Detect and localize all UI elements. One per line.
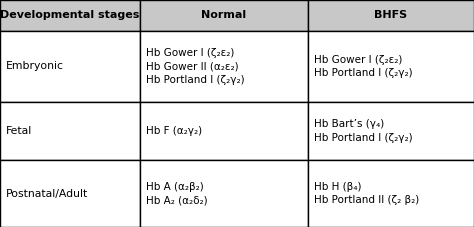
Text: Embryonic: Embryonic (6, 61, 64, 72)
Bar (0, 31, 140, 102)
Text: Postnatal/Adult: Postnatal/Adult (6, 188, 88, 199)
Bar (140, 0, 308, 31)
Text: BHFS: BHFS (374, 10, 408, 20)
Bar (0, 160, 140, 227)
Text: Normal: Normal (201, 10, 246, 20)
Text: Fetal: Fetal (6, 126, 32, 136)
Text: Hb F (α₂γ₂): Hb F (α₂γ₂) (146, 126, 201, 136)
Text: Developmental stages: Developmental stages (0, 10, 140, 20)
Bar (0, 0, 140, 31)
Text: Hb A (α₂β₂)
Hb A₂ (α₂δ₂): Hb A (α₂β₂) Hb A₂ (α₂δ₂) (146, 182, 207, 205)
Bar (308, 102, 474, 160)
Text: Hb Gower I (ζ₂ε₂)
Hb Gower II (α₂ε₂)
Hb Portland I (ζ₂γ₂): Hb Gower I (ζ₂ε₂) Hb Gower II (α₂ε₂) Hb … (146, 48, 244, 85)
Bar (140, 160, 308, 227)
Text: Hb H (β₄)
Hb Portland II (ζ₂ β₂): Hb H (β₄) Hb Portland II (ζ₂ β₂) (314, 182, 419, 205)
Bar (140, 31, 308, 102)
Bar (140, 102, 308, 160)
Text: Hb Gower I (ζ₂ε₂)
Hb Portland I (ζ₂γ₂): Hb Gower I (ζ₂ε₂) Hb Portland I (ζ₂γ₂) (314, 55, 412, 78)
Text: Hb Bart’s (γ₄)
Hb Portland I (ζ₂γ₂): Hb Bart’s (γ₄) Hb Portland I (ζ₂γ₂) (314, 119, 412, 143)
Bar (308, 0, 474, 31)
Bar (308, 160, 474, 227)
Bar (308, 31, 474, 102)
Bar (0, 102, 140, 160)
